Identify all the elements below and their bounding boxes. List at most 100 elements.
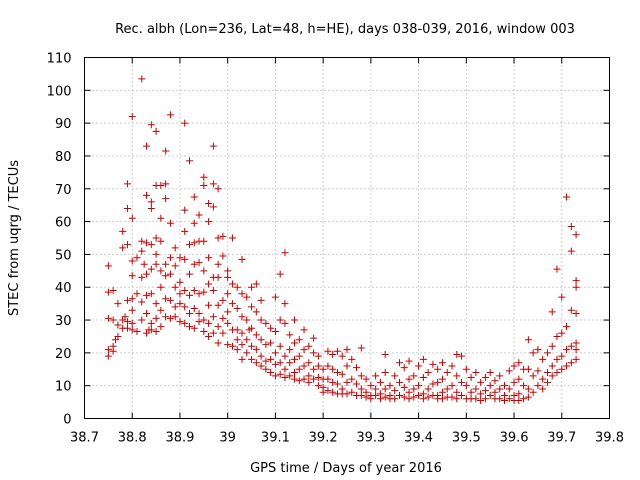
data-point [319,365,327,373]
data-point [133,290,141,298]
data-point [186,157,193,165]
data-point [291,369,298,377]
data-point [157,237,165,245]
data-point [195,211,203,219]
data-point [271,328,279,336]
data-point [329,388,337,396]
data-point [162,313,170,321]
data-point [176,278,184,286]
y-tick-label: 0 [63,413,71,428]
data-point [248,303,256,311]
data-point [472,385,480,393]
data-point [152,234,160,242]
data-point [200,237,208,245]
data-point [143,309,151,317]
data-point [200,173,208,181]
data-point [181,119,189,127]
data-point [381,393,389,401]
data-point [123,180,131,188]
data-point [400,364,408,372]
data-point [329,378,337,386]
data-point [419,395,427,403]
data-point [152,328,160,336]
data-point [343,362,351,370]
data-point [166,296,174,304]
y-tick-label: 70 [55,183,72,198]
data-points [104,75,580,404]
data-point [372,385,380,393]
data-point [438,375,446,383]
y-tick-labels: 0 10 20 30 40 50 60 70 80 90 100 110 [47,52,72,428]
data-point [257,362,265,370]
data-point [157,181,165,189]
data-point [434,378,442,386]
x-tick-label: 38.8 [118,431,147,446]
data-point [157,283,165,291]
data-point [472,395,480,403]
data-point [376,378,384,386]
y-axis-label: STEC from uqrg / TECUs [7,160,22,316]
data-point [438,388,446,396]
data-point [291,375,298,383]
data-point [286,346,294,354]
data-point [481,395,489,403]
data-point [333,369,341,377]
data-point [276,316,284,324]
data-point [448,382,456,390]
data-point [529,372,537,380]
x-tick-label: 38.7 [70,431,99,446]
data-point [300,346,308,354]
data-point [219,314,227,322]
data-point [147,290,155,298]
data-point [543,369,551,377]
data-point [553,355,561,363]
data-point [572,277,580,285]
data-point [291,339,298,347]
data-point [343,346,351,354]
data-point [357,372,365,380]
data-point [233,305,241,313]
data-point [491,377,499,385]
data-point [205,332,213,340]
data-point [195,259,203,267]
data-point [176,318,184,326]
data-point [171,262,179,270]
data-point [171,303,179,311]
data-point [410,372,418,380]
data-point [157,306,165,314]
data-point [515,359,523,367]
data-point [190,193,198,201]
data-point [410,393,418,401]
data-point [147,198,155,206]
data-point [262,319,270,327]
data-point [209,142,217,150]
data-point [119,227,127,235]
data-point [252,331,260,339]
data-point [314,373,322,381]
data-point [348,355,356,363]
data-point [224,267,232,275]
data-point [233,326,241,334]
data-point [310,334,318,342]
data-point [520,382,528,390]
data-point [243,316,251,324]
data-point [128,214,136,222]
data-point [128,319,136,327]
data-point [238,290,246,298]
data-point [171,283,179,291]
data-point [429,380,437,388]
data-point [343,378,351,386]
data-point [501,382,508,390]
data-point [314,382,322,390]
data-point [453,372,461,380]
data-point [305,378,313,386]
data-point [567,342,575,350]
data-point [219,296,227,304]
x-tick-label: 39.5 [452,431,481,446]
data-point [123,241,131,249]
y-tick-label: 90 [55,117,72,132]
data-point [195,309,203,317]
data-point [405,388,413,396]
data-point [205,280,213,288]
data-point [300,375,308,383]
